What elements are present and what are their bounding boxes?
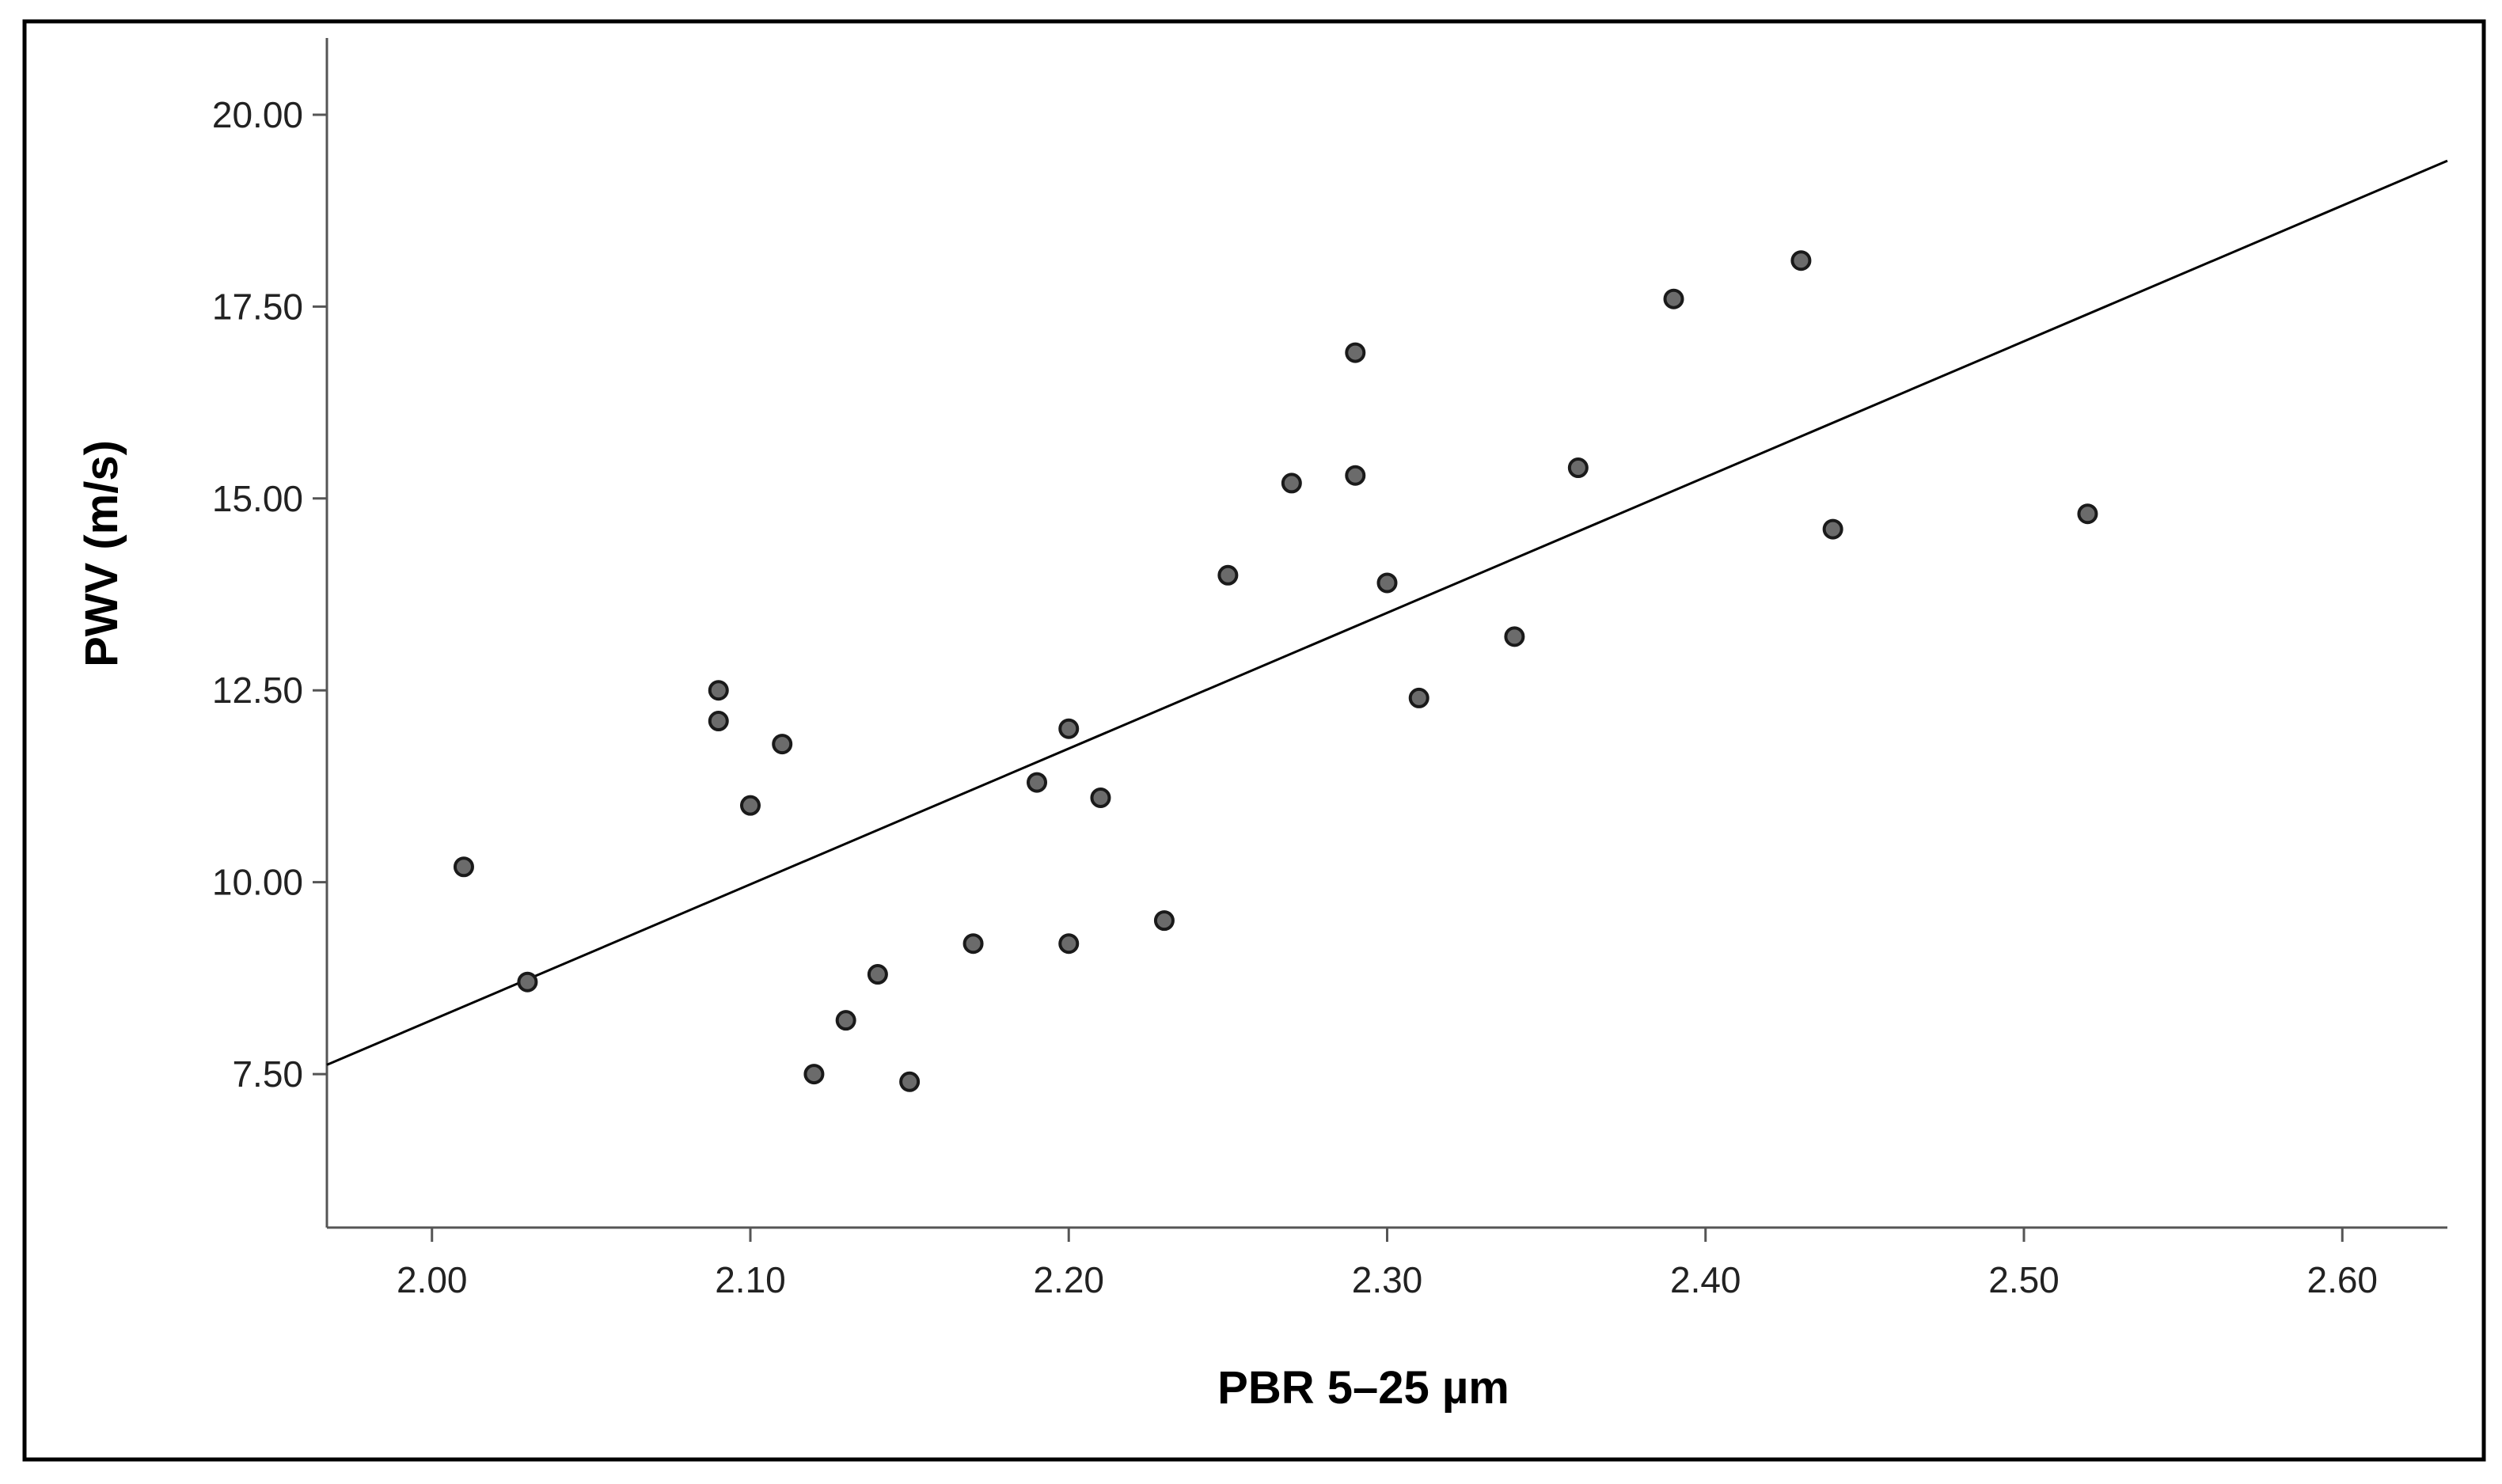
data-point [1058, 933, 1080, 955]
y-tick-label: 7.50 [232, 1053, 303, 1095]
data-point [1345, 465, 1366, 486]
data-point [1345, 342, 1366, 363]
y-tick-label: 15.00 [212, 478, 303, 519]
y-tick-label: 12.50 [212, 670, 303, 711]
regression-line [326, 159, 2448, 1066]
x-axis-title: PBR 5–25 µm [1217, 1362, 1509, 1414]
x-tick-label: 2.10 [715, 1259, 786, 1300]
data-point [899, 1071, 921, 1092]
data-point [1408, 687, 1429, 708]
data-point [1058, 718, 1080, 739]
data-point [1281, 473, 1302, 494]
data-point [708, 680, 729, 701]
x-tick-label: 2.60 [2306, 1259, 2378, 1300]
y-tick-label: 17.50 [212, 286, 303, 327]
y-axis-title: PWV (m/s) [76, 440, 127, 667]
data-point [803, 1064, 825, 1085]
data-point [2077, 503, 2098, 525]
data-point [1027, 772, 1048, 793]
data-point [517, 971, 538, 992]
y-tick-label: 20.00 [212, 94, 303, 135]
data-point [1504, 626, 1525, 647]
data-point [867, 964, 888, 985]
data-point [1090, 787, 1111, 808]
figure-frame [22, 19, 2486, 1462]
data-point [772, 734, 793, 755]
x-tick-label: 2.00 [397, 1259, 468, 1300]
data-point [708, 711, 729, 732]
x-axis-ticks: 2.00 2.10 2.20 2.30 2.40 2.50 2.60 [397, 1228, 2378, 1300]
data-points [453, 250, 2098, 1092]
data-point [1376, 572, 1398, 594]
data-point [453, 856, 474, 878]
x-tick-label: 2.30 [1352, 1259, 1423, 1300]
data-point [1822, 518, 1843, 540]
data-point [835, 1010, 856, 1031]
data-point [962, 933, 984, 955]
data-point [739, 795, 761, 816]
data-point [1663, 288, 1684, 309]
y-tick-label: 10.00 [212, 862, 303, 903]
data-point [1217, 564, 1239, 586]
x-tick-label: 2.40 [1670, 1259, 1741, 1300]
data-point [1153, 910, 1175, 932]
data-point [1790, 250, 1812, 271]
x-tick-label: 2.20 [1033, 1259, 1104, 1300]
data-point [1567, 457, 1589, 479]
x-tick-label: 2.50 [1988, 1259, 2060, 1300]
y-axis-ticks: 7.50 10.00 12.50 15.00 17.50 20.00 [212, 94, 327, 1095]
